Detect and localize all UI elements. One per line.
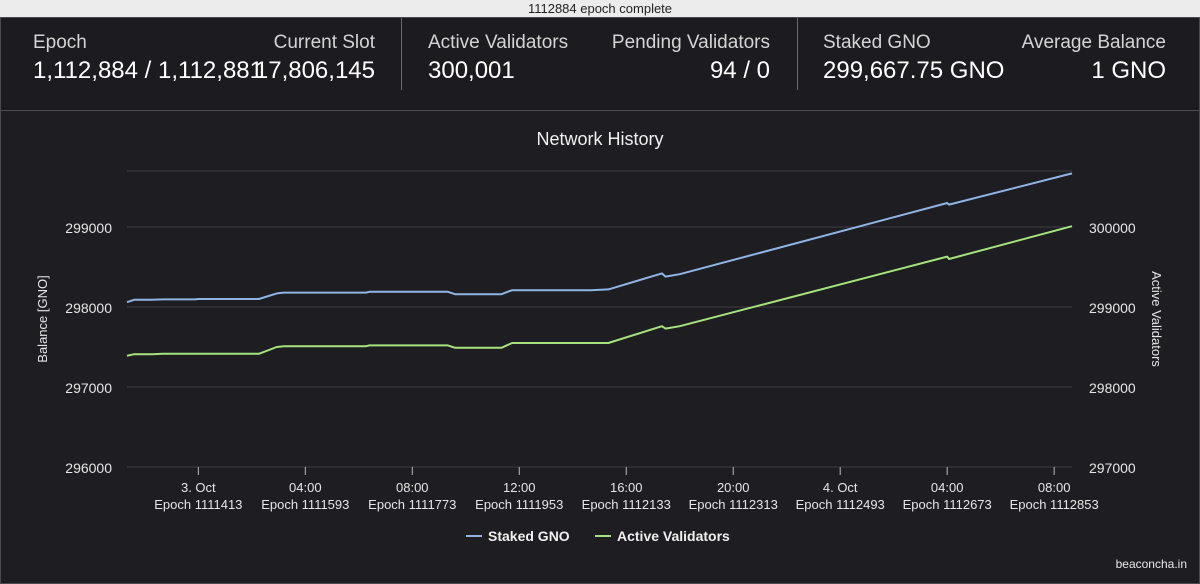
x-tick-label: 4. Oct [823,480,858,495]
stat-staked-gno-value: 299,667.75 GNO [823,57,1005,84]
network-history-chart: Network History 296000 297000 298000 299000… [1,111,1199,583]
x-tick-epoch-label: Epoch 1112493 [796,497,885,512]
y2-tick-label: 299000 [1089,300,1136,316]
stat-pending-validators-value: 94 / 0 [709,57,770,84]
stat-current-slot-value: 17,806,145 [254,57,375,84]
x-tick-epoch-label: Epoch 1111593 [261,497,349,512]
stat-epoch-value: 1,112,884 / 1,112,881 [33,57,263,84]
stat-current-slot: Current Slot 17,806,145 [255,32,375,85]
y-tick-label: 299000 [65,220,112,236]
stat-staked-gno-label: Staked GNO [823,32,931,53]
y-tick-label: 296000 [65,460,112,476]
series-line-staked-gno [126,172,1073,304]
x-tick-label: 12:00 [503,480,536,495]
y-axis-title: Balance [GNO] [35,275,50,362]
legend-label-staked-gno: Staked GNO [488,528,570,544]
x-tick-label: 08:00 [1038,480,1071,495]
x-tick-label: 20:00 [717,480,750,495]
stat-epoch-label: Epoch [33,32,87,53]
chart-title: Network History [536,129,664,149]
x-tick-label: 3. Oct [181,480,216,495]
stat-active-validators-label: Active Validators [428,32,569,53]
x-tick-epoch-label: Epoch 1111773 [368,497,456,512]
y2-tick-label: 300000 [1089,220,1136,236]
y-tick-label: 297000 [65,380,112,396]
stats-divider [401,18,402,90]
y2-axis-title: Active Validators [1149,271,1164,367]
stat-active-validators: Active Validators 300,001 [428,32,568,85]
stats-bar: Epoch 1,112,884 / 1,112,881 Current Slot… [1,18,1199,111]
source-credit[interactable]: beaconcha.in [1115,557,1187,571]
x-tick-epoch-label: Epoch 1112313 [689,497,778,512]
window-title-bar: 1112884 epoch complete [0,0,1200,18]
x-tick-epoch-label: Epoch 1112853 [1010,497,1099,512]
x-tick-label: 16:00 [610,480,643,495]
stat-epoch: Epoch 1,112,884 / 1,112,881 [33,32,263,85]
dashboard-frame: Epoch 1,112,884 / 1,112,881 Current Slot… [0,17,1200,584]
legend-label-active-validators: Active Validators [617,528,730,544]
y-tick-label: 298000 [65,300,112,316]
x-tick-epoch-label: Epoch 1112133 [582,497,671,512]
x-tick-label: 04:00 [931,480,964,495]
window-title: 1112884 epoch complete [527,1,673,16]
y2-tick-label: 297000 [1089,460,1136,476]
stat-active-validators-value: 300,001 [428,57,515,84]
stat-average-balance: Average Balance 1 GNO [1022,32,1166,85]
x-tick-epoch-label: Epoch 1111953 [475,497,563,512]
stat-average-balance-label: Average Balance [1021,32,1166,53]
stat-pending-validators: Pending Validators 94 / 0 [612,32,770,85]
series-line-active-validators [126,225,1073,357]
y2-tick-label: 298000 [1089,380,1136,396]
stat-current-slot-label: Current Slot [273,32,375,53]
stat-pending-validators-label: Pending Validators [611,32,770,53]
x-tick-label: 04:00 [289,480,322,495]
stats-divider [797,18,798,90]
x-tick-epoch-label: Epoch 1111413 [154,497,242,512]
stat-average-balance-value: 1 GNO [1091,57,1166,84]
x-tick-epoch-label: Epoch 1112673 [903,497,992,512]
x-tick-label: 08:00 [396,480,429,495]
stat-staked-gno: Staked GNO 299,667.75 GNO [823,32,1004,85]
chart-svg: 296000 297000 298000 299000 297000 298000 2990… [35,170,1164,544]
